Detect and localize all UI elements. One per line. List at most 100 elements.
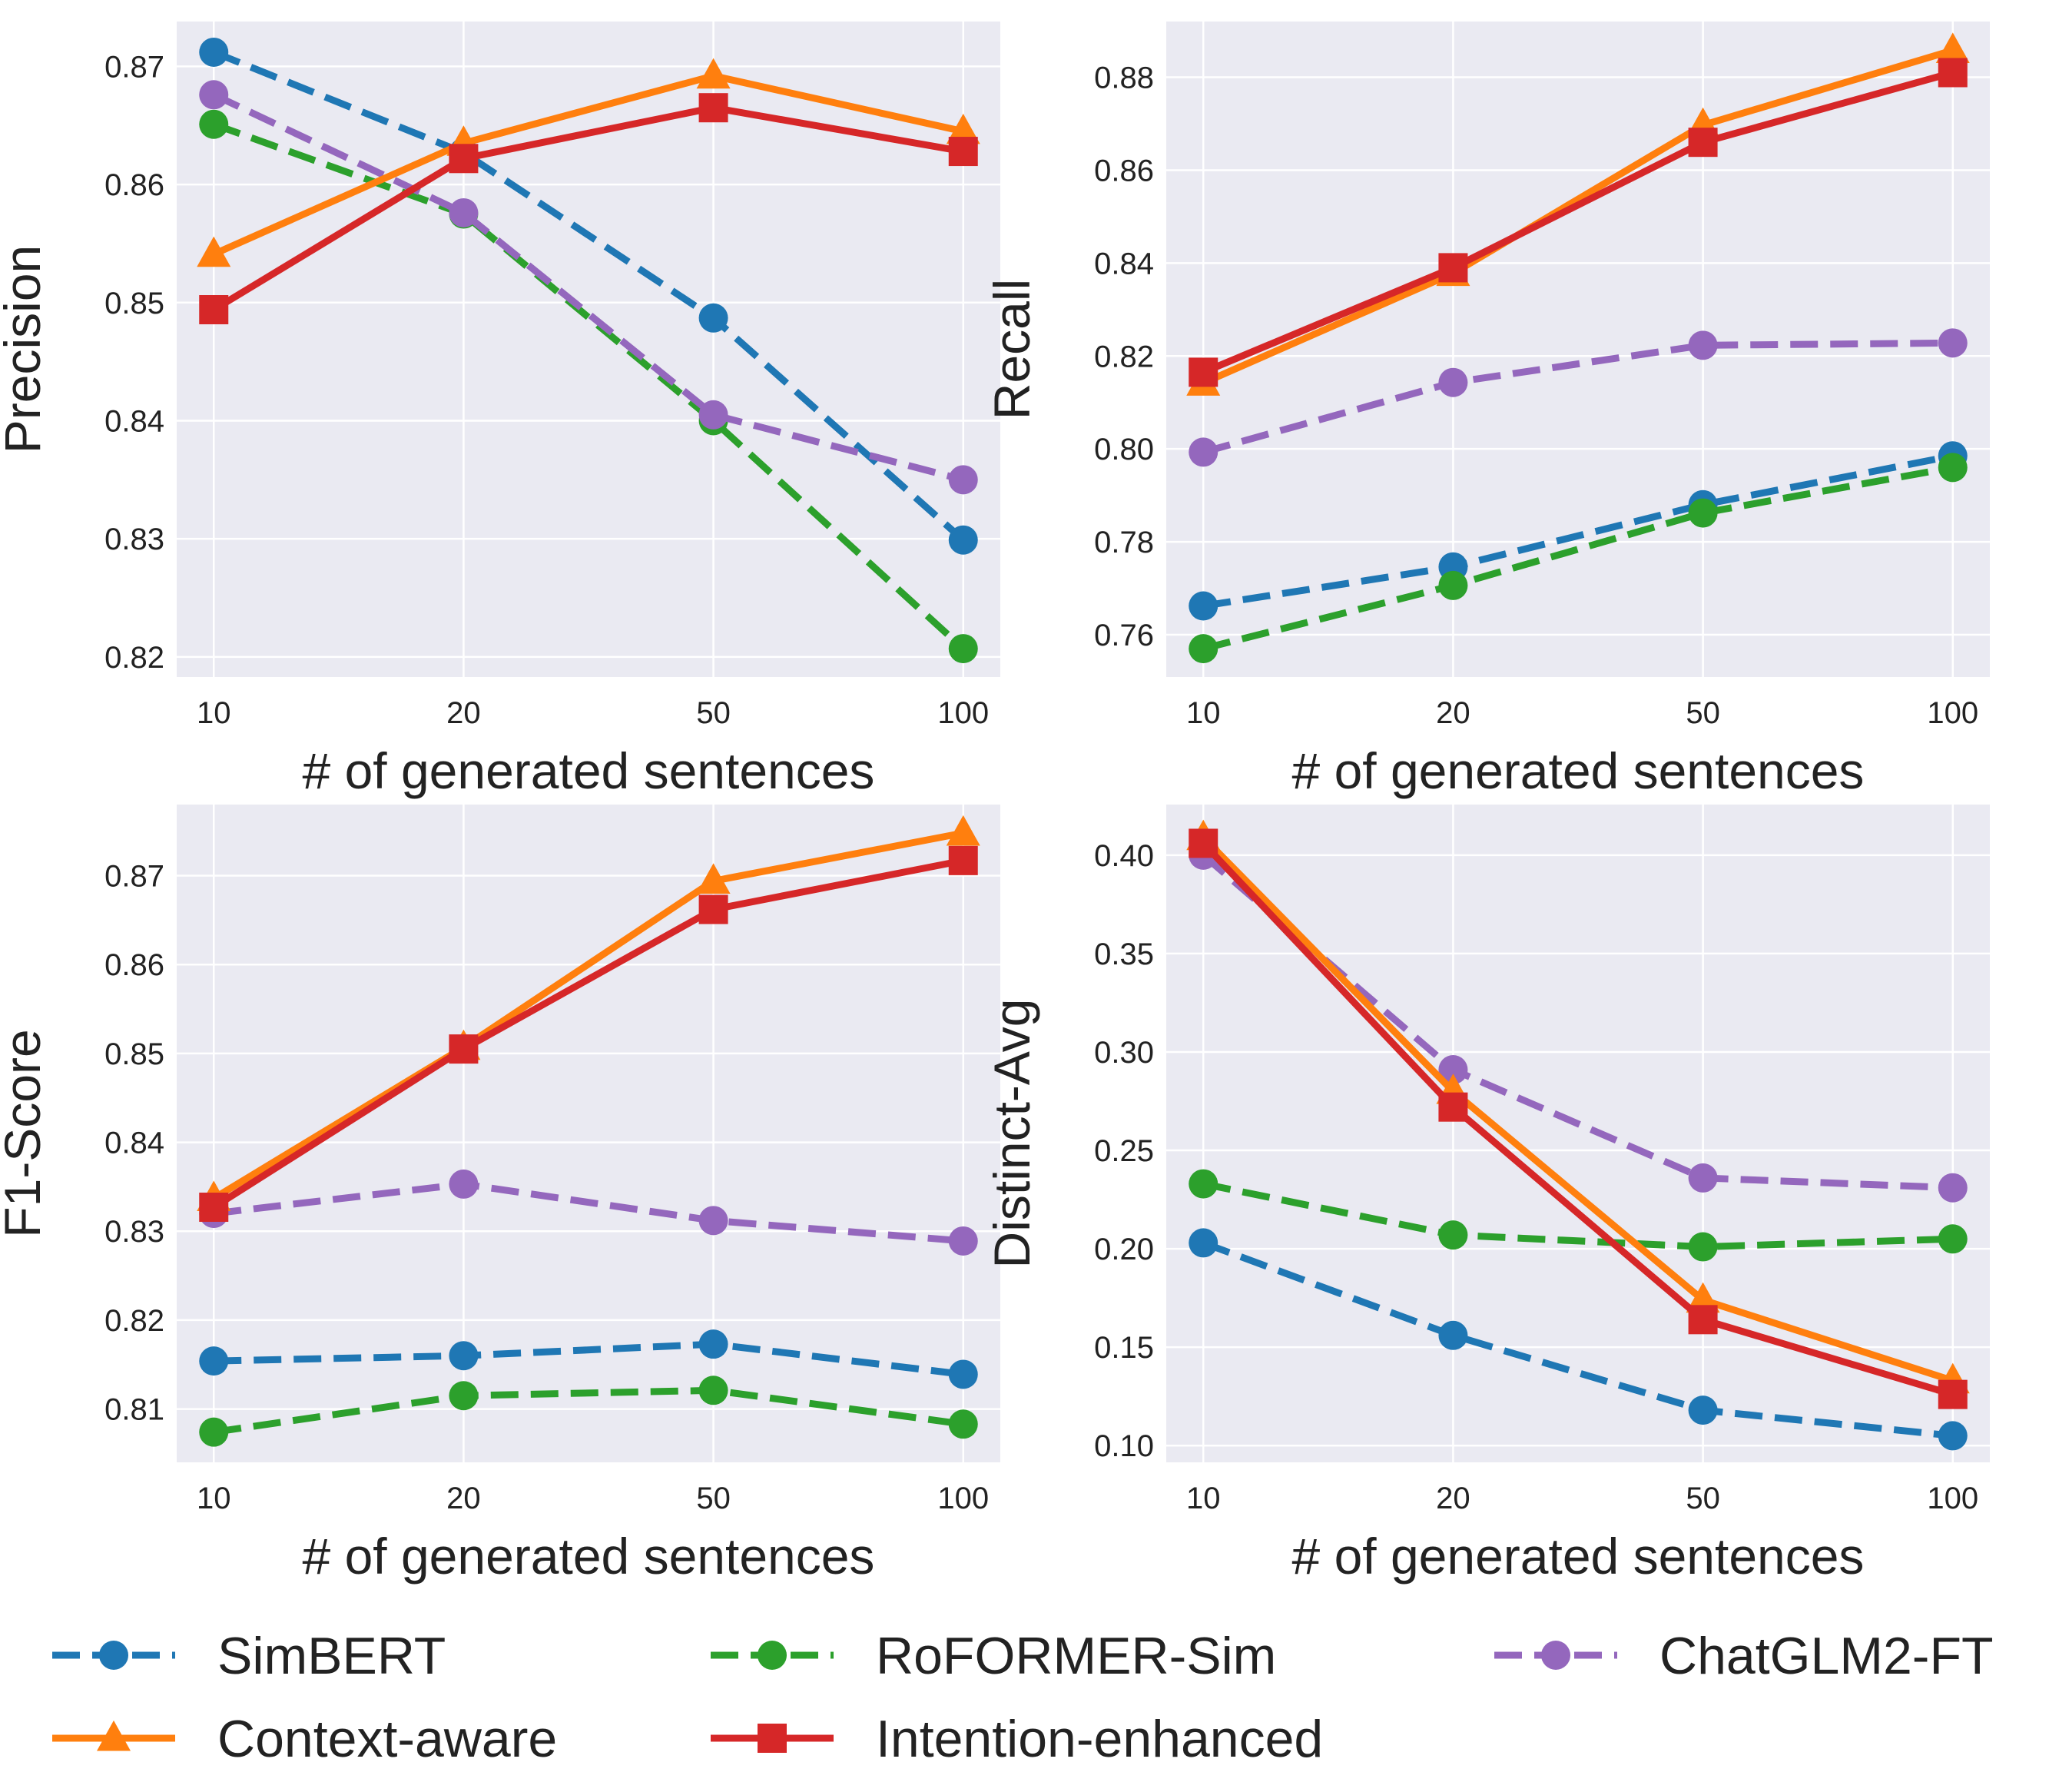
subplot-grid: 0.82 0.83 0.84 0.85 0.86 0.87 10 20 50 100 # of ge… [0, 22, 1990, 1585]
series-line [1202, 339, 1953, 456]
data-point [1438, 367, 1468, 397]
series-line [1202, 452, 1954, 609]
y-tick-label: 0.10 [1094, 1429, 1154, 1463]
series-line [1202, 47, 1955, 387]
panel-f1: 0.81 0.82 0.83 0.84 0.85 0.86 0.87 10 20 50 100 # o… [0, 805, 1000, 1585]
panel-recall: 0.76 0.78 0.80 0.82 0.84 0.86 0.88 10 20 50 100 # o… [983, 22, 1990, 799]
legend-label: Context-aware [217, 1710, 557, 1768]
data-point [1938, 453, 1968, 483]
data-point [1688, 128, 1718, 158]
series-intention-enhanced [1189, 58, 1968, 387]
data-point [698, 1206, 728, 1236]
y-tick-label: 0.25 [1094, 1134, 1154, 1168]
panel-precision: 0.82 0.83 0.84 0.85 0.86 0.87 10 20 50 100 # of ge… [0, 22, 1000, 799]
y-tick-label: 0.82 [1094, 340, 1154, 373]
y-axis-title: Recall [983, 279, 1040, 420]
x-tick-label: 50 [1686, 1482, 1720, 1515]
y-tick-label: 0.86 [1094, 154, 1154, 187]
data-point [1938, 1224, 1968, 1254]
series-line [213, 1180, 964, 1245]
data-point [1688, 1395, 1718, 1425]
y-tick-label: 0.84 [1094, 247, 1154, 280]
data-point [197, 236, 231, 267]
data-point [696, 863, 731, 894]
legend-marker [97, 1720, 131, 1751]
y-axis-title: F1-Score [0, 1029, 51, 1237]
x-tick-label: 50 [696, 1482, 731, 1515]
x-tick-label: 20 [1436, 1482, 1470, 1515]
series-line [1202, 69, 1954, 376]
legend-marker [758, 1641, 787, 1670]
y-tick-label: 0.78 [1094, 526, 1154, 559]
y-tick-label: 0.88 [1094, 61, 1154, 95]
x-tick-label: 50 [696, 696, 731, 730]
data-point [199, 37, 229, 67]
data-point [1189, 1169, 1218, 1199]
plot-area-precision [177, 22, 1000, 677]
data-point [1938, 58, 1968, 88]
data-point [698, 894, 728, 924]
y-tick-label: 0.83 [104, 523, 164, 556]
y-tick-label: 0.86 [104, 168, 164, 202]
data-point [199, 109, 229, 139]
series-roformer-sim [1189, 453, 1968, 664]
legend-marker [1541, 1641, 1570, 1670]
data-point [1189, 591, 1218, 621]
data-point [1189, 357, 1218, 387]
x-tick-label: 10 [197, 696, 231, 730]
series-roformer-sim [199, 1376, 978, 1447]
data-point [698, 93, 728, 123]
data-point [449, 1169, 479, 1199]
x-tick-label: 50 [1686, 696, 1720, 730]
x-axis-title: # of generated sentences [303, 742, 875, 799]
legend: SimBERT RoFORMER-Sim ChatGLM2-FT Context-aw… [52, 1627, 1994, 1768]
x-tick-label: 20 [446, 1482, 481, 1515]
data-point [1438, 253, 1468, 283]
data-point [1189, 634, 1218, 664]
series-line [1202, 463, 1954, 652]
data-point [199, 1193, 229, 1223]
y-tick-label: 0.30 [1094, 1036, 1154, 1070]
data-point [1438, 1320, 1468, 1350]
series-line [212, 91, 964, 483]
y-tick-label: 0.83 [104, 1215, 164, 1249]
series-simbert [1189, 1228, 1968, 1451]
data-point [1688, 330, 1718, 360]
series-roformer-sim [1189, 1169, 1968, 1262]
series-line [212, 48, 966, 543]
data-point [1189, 1228, 1218, 1258]
legend-item-roformer-sim: RoFORMER-Sim [711, 1627, 1276, 1685]
y-tick-label: 0.87 [104, 50, 164, 84]
x-tick-label: 10 [1186, 1482, 1221, 1515]
legend-label: SimBERT [217, 1627, 446, 1685]
series-line [212, 72, 964, 257]
legend-item-intention-enhanced: Intention-enhanced [711, 1710, 1323, 1768]
data-point [948, 1359, 978, 1389]
y-tick-label: 0.80 [1094, 433, 1154, 466]
data-point [948, 137, 978, 167]
data-point [1688, 498, 1718, 528]
data-point [1938, 328, 1968, 358]
y-tick-label: 0.82 [104, 641, 164, 675]
x-axis-title: # of generated sentences [1292, 1528, 1865, 1585]
series-intention-enhanced [1189, 828, 1968, 1409]
series-line [211, 857, 964, 1210]
legend-marker [758, 1724, 787, 1753]
y-tick-label: 0.20 [1094, 1233, 1154, 1266]
y-tick-label: 0.15 [1094, 1331, 1154, 1365]
y-tick-label: 0.82 [104, 1304, 164, 1338]
data-point [698, 1376, 728, 1405]
data-point [948, 465, 978, 495]
legend-item-simbert: SimBERT [52, 1627, 446, 1685]
x-tick-label: 100 [1927, 1482, 1978, 1515]
data-point [449, 1381, 479, 1411]
y-axis-title: Distinct-Avg [983, 999, 1040, 1269]
y-tick-label: 0.87 [104, 860, 164, 894]
x-tick-label: 10 [197, 1482, 231, 1515]
plot-area-recall [1166, 22, 1990, 677]
data-point [199, 1346, 229, 1376]
data-point [449, 197, 479, 227]
legend-label: RoFORMER-Sim [876, 1627, 1276, 1685]
data-point [1938, 1421, 1968, 1451]
